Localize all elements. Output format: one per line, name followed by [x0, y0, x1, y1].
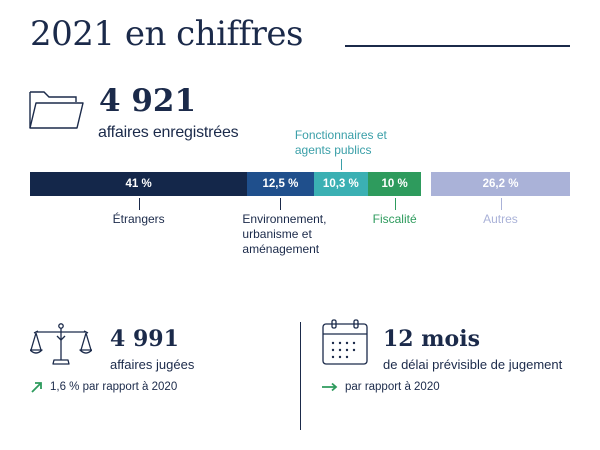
page-title: 2021 en chiffres — [30, 14, 303, 54]
bar-value-label: 26,2 % — [482, 178, 519, 190]
bar-segment — [247, 172, 314, 196]
delay-value: 12 mois — [383, 326, 480, 352]
bar-segment — [368, 172, 422, 196]
bar-value-label: 12,5 % — [262, 178, 299, 190]
category-label: Environnement, urbanisme et aménagement — [242, 212, 326, 257]
vertical-divider — [300, 322, 301, 430]
stacked-bar-chart: 41 % 12,5 % 10,3 % 10 % 26,2 % — [30, 172, 570, 196]
folder-icon — [29, 91, 84, 129]
label-leader-line — [500, 198, 502, 210]
category-label-line: Étrangers — [112, 212, 165, 226]
category-label: Fiscalité — [373, 212, 417, 227]
category-label-line: Fiscalité — [372, 212, 417, 226]
registered-count: 4 921 — [99, 83, 197, 119]
bar-value-label: 10 % — [381, 178, 408, 190]
category-label: Autres — [483, 212, 518, 227]
judged-count: 4 991 — [110, 326, 179, 352]
category-label-line: urbanisme et — [242, 227, 312, 241]
category-label-line: aménagement — [242, 242, 320, 256]
delay-trend-text: par rapport à 2020 — [345, 381, 440, 393]
arrow-up-right-icon — [31, 382, 42, 393]
title-rule — [345, 45, 570, 47]
label-leader-line — [280, 198, 282, 210]
delay-label: de délai prévisible de jugement — [383, 357, 563, 372]
judged-trend: 1,6 % par rapport à 2020 — [30, 381, 177, 393]
delay-trend: par rapport à 2020 — [321, 381, 440, 393]
arrow-right-icon — [322, 382, 338, 392]
bar-segment — [313, 172, 369, 196]
bar-segment — [30, 172, 248, 196]
category-label-line: Fonctionnaires et — [294, 128, 387, 142]
category-label-line: Environnement, — [242, 212, 327, 226]
label-leader-line — [340, 159, 342, 170]
category-label: Étrangers — [113, 212, 165, 227]
label-leader-line — [138, 198, 140, 210]
scales-icon — [30, 323, 92, 365]
bar-value-label: 10,3 % — [322, 178, 359, 190]
judged-trend-text: 1,6 % par rapport à 2020 — [50, 381, 178, 393]
category-label-line: Autres — [483, 212, 518, 226]
bar-segment — [431, 172, 570, 196]
category-label: Fonctionnaires et agents publics — [295, 128, 387, 158]
registered-label: affaires enregistrées — [98, 124, 239, 141]
label-leader-line — [394, 198, 396, 210]
calendar-icon — [322, 319, 368, 365]
bar-value-label: 41 % — [125, 178, 152, 190]
category-label-line: agents publics — [294, 143, 372, 157]
judged-label: affaires jugées — [110, 357, 195, 372]
